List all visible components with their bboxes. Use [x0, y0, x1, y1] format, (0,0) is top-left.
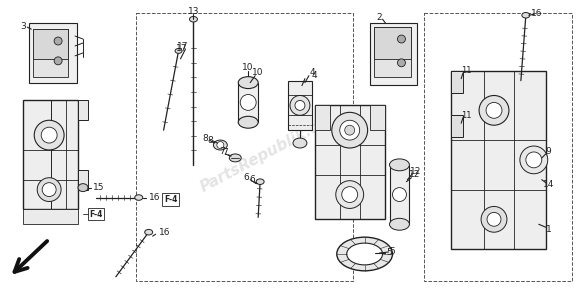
Ellipse shape [522, 12, 530, 18]
Bar [315, 105, 330, 130]
Text: 4: 4 [309, 68, 314, 77]
Ellipse shape [229, 154, 241, 162]
Text: F-4: F-4 [164, 195, 177, 204]
Ellipse shape [54, 57, 62, 65]
Bar [451, 71, 463, 93]
Bar [136, 13, 353, 281]
Text: 17: 17 [176, 44, 187, 54]
Bar [373, 27, 412, 59]
Text: 5: 5 [387, 247, 392, 257]
Text: F-4: F-4 [89, 210, 103, 219]
Bar [373, 27, 412, 77]
Bar [23, 100, 78, 209]
Ellipse shape [238, 116, 258, 128]
Ellipse shape [344, 125, 355, 135]
Ellipse shape [41, 127, 57, 143]
Bar [288, 81, 312, 130]
Text: 16: 16 [158, 228, 170, 237]
Ellipse shape [347, 243, 383, 265]
Ellipse shape [332, 112, 368, 148]
Ellipse shape [144, 229, 153, 235]
Text: 7: 7 [223, 149, 228, 157]
Bar [34, 29, 68, 59]
Text: 2: 2 [377, 13, 383, 22]
Ellipse shape [290, 96, 310, 115]
Bar [390, 165, 409, 224]
Text: 16: 16 [149, 193, 160, 202]
Text: 9: 9 [546, 147, 551, 157]
Ellipse shape [238, 77, 258, 89]
Ellipse shape [256, 179, 264, 184]
Text: 8: 8 [202, 133, 208, 143]
Bar [369, 23, 417, 85]
Text: 13: 13 [188, 7, 199, 16]
Bar [315, 105, 384, 219]
Text: 16: 16 [531, 9, 543, 18]
Text: 8: 8 [208, 136, 213, 144]
Text: 11: 11 [461, 111, 472, 120]
Bar [369, 105, 384, 130]
Bar [23, 209, 78, 224]
Ellipse shape [217, 141, 224, 149]
Ellipse shape [340, 120, 360, 140]
Ellipse shape [390, 159, 409, 171]
Text: 5: 5 [390, 247, 395, 255]
Text: PartsRepublik.de: PartsRepublik.de [198, 113, 334, 195]
Ellipse shape [520, 146, 548, 174]
Ellipse shape [392, 188, 406, 202]
Ellipse shape [398, 59, 405, 67]
Text: 6: 6 [243, 173, 249, 182]
Ellipse shape [78, 184, 88, 192]
Ellipse shape [398, 35, 405, 43]
Text: 12: 12 [409, 170, 420, 179]
Ellipse shape [240, 94, 256, 110]
Bar [238, 83, 258, 122]
Text: 7: 7 [220, 147, 225, 157]
Bar [78, 170, 88, 190]
Ellipse shape [54, 37, 62, 45]
Ellipse shape [390, 218, 409, 230]
Ellipse shape [336, 181, 364, 208]
Bar [78, 100, 88, 120]
Ellipse shape [293, 138, 307, 148]
Ellipse shape [479, 96, 509, 125]
Text: 11: 11 [461, 66, 472, 75]
Ellipse shape [34, 120, 64, 150]
Ellipse shape [295, 100, 305, 110]
Ellipse shape [42, 183, 56, 197]
Bar [29, 23, 77, 83]
Ellipse shape [337, 237, 392, 271]
Text: 10: 10 [253, 68, 264, 77]
Ellipse shape [342, 187, 358, 202]
Text: 4: 4 [311, 71, 317, 80]
Ellipse shape [481, 206, 507, 232]
Ellipse shape [135, 195, 143, 200]
Bar [451, 115, 463, 137]
Bar [34, 29, 68, 77]
Ellipse shape [37, 178, 61, 202]
Ellipse shape [175, 49, 182, 53]
Text: 3: 3 [20, 22, 26, 31]
Ellipse shape [487, 213, 501, 226]
Text: 15: 15 [93, 183, 105, 192]
Text: 1: 1 [546, 225, 551, 234]
Ellipse shape [190, 17, 198, 22]
Text: 6: 6 [249, 175, 255, 184]
Text: 12: 12 [410, 167, 421, 176]
Bar [451, 71, 546, 249]
Ellipse shape [213, 140, 227, 150]
Ellipse shape [526, 152, 542, 168]
Bar [424, 13, 572, 281]
Text: 10: 10 [242, 63, 254, 72]
Ellipse shape [486, 102, 502, 118]
Text: 14: 14 [543, 180, 554, 189]
Text: 17: 17 [177, 42, 188, 52]
